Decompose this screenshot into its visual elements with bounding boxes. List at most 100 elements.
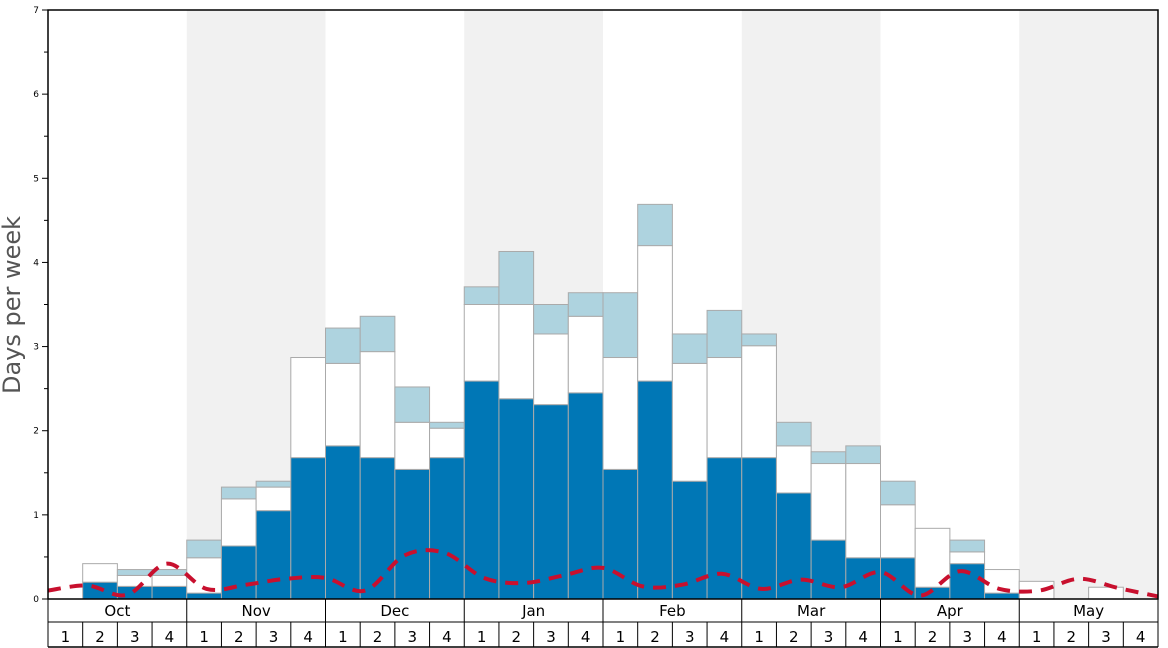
week-label: 4 — [581, 628, 591, 646]
bar-segment-middle — [602, 357, 639, 470]
y-tick-label: 6 — [33, 90, 39, 100]
bar-segment-middle — [255, 486, 292, 512]
stacked-bars — [82, 203, 1124, 600]
week-label: 4 — [442, 628, 452, 646]
week-label: 3 — [407, 628, 417, 646]
bar-segment-top — [775, 421, 812, 447]
week-label: 4 — [165, 628, 175, 646]
week-label: 4 — [858, 628, 868, 646]
bar-segment-top — [706, 309, 743, 359]
week-label: 1 — [616, 628, 626, 646]
bar-segment-middle — [1088, 586, 1124, 600]
bar-segment-middle — [429, 427, 465, 459]
week-label: 2 — [1067, 628, 1077, 646]
week-label: 3 — [824, 628, 834, 646]
y-tick-label: 1 — [33, 511, 39, 521]
x-axis: Oct Nov Dec Jan Feb Mar Apr May 1 2 3 4 1 2 3 4 1 2 3 4 1 2 3 4… — [47, 599, 1159, 648]
bar-segment-middle — [116, 574, 153, 587]
bar-segment-top — [116, 569, 153, 576]
bar-segment-bottom — [533, 404, 569, 600]
bar-segment-middle — [290, 357, 326, 459]
week-label: 2 — [512, 628, 522, 646]
week-label: 4 — [720, 628, 730, 646]
bar-segment-top — [567, 292, 604, 317]
bar-segment-middle — [533, 333, 569, 406]
bar-segment-top — [325, 327, 361, 364]
y-axis-label: Days per week — [0, 216, 26, 394]
week-label: 1 — [61, 628, 71, 646]
bar-segment-top — [880, 480, 916, 506]
dashed-series — [47, 548, 1159, 599]
week-label: 3 — [546, 628, 556, 646]
bar-segment-bottom — [151, 585, 188, 600]
bar-segment-middle — [914, 527, 951, 588]
bar-segment-top — [394, 386, 431, 423]
bar-segment-bottom — [498, 398, 535, 600]
month-label-apr: Apr — [937, 602, 964, 620]
bar-segment-middle — [706, 357, 743, 459]
bar-segment-top — [255, 480, 292, 488]
bar-segment-top — [602, 292, 639, 359]
week-label: 2 — [373, 628, 383, 646]
month-label-feb: Feb — [659, 602, 686, 620]
bar-segment-middle — [151, 574, 188, 587]
week-label: 3 — [685, 628, 695, 646]
bar-segment-middle — [186, 557, 222, 594]
week-label: 1 — [754, 628, 764, 646]
dashed-line-series — [47, 548, 1159, 599]
week-label: 4 — [997, 628, 1007, 646]
bar-segment-top — [671, 333, 708, 364]
week-label: 1 — [893, 628, 903, 646]
bar-segment-middle — [463, 304, 500, 382]
bar-segment-middle — [637, 245, 673, 382]
week-label: 2 — [95, 628, 105, 646]
bar-segment-middle — [880, 504, 916, 559]
bar-segment-top — [463, 286, 500, 305]
week-label: 3 — [269, 628, 279, 646]
bar-segment-top — [429, 421, 465, 429]
bar-segment-top — [637, 203, 673, 247]
bar-segment-bottom — [741, 457, 777, 600]
y-tick-label: 0 — [33, 595, 39, 605]
y-tick-label: 2 — [33, 427, 39, 437]
bar-segment-middle — [567, 315, 604, 394]
bar-segment-top — [949, 539, 986, 553]
bar-segment-top — [810, 451, 847, 465]
bar-segment-bottom — [845, 557, 881, 600]
bar-segment-bottom — [186, 592, 222, 600]
bar-segment-middle — [741, 345, 777, 459]
week-label: 1 — [477, 628, 487, 646]
bar-segment-bottom — [359, 457, 396, 600]
week-label: 3 — [1101, 628, 1111, 646]
month-label-oct: Oct — [104, 602, 130, 620]
week-label: 1 — [1032, 628, 1042, 646]
bar-segment-bottom — [706, 457, 743, 600]
bar-segment-middle — [810, 463, 847, 541]
week-label: 4 — [1136, 628, 1146, 646]
week-label: 1 — [338, 628, 348, 646]
week-label: 2 — [789, 628, 799, 646]
y-tick-label: 3 — [33, 343, 39, 353]
week-label: 1 — [199, 628, 209, 646]
bar-segment-top — [186, 539, 222, 559]
bar-segment-top — [845, 445, 881, 465]
bar-segment-bottom — [463, 380, 500, 600]
bar-segment-middle — [359, 351, 396, 459]
bar-segment-middle — [498, 304, 535, 400]
bar-segment-bottom — [914, 586, 951, 600]
week-label: 4 — [303, 628, 313, 646]
bar-segment-top — [498, 250, 535, 306]
bar-segment-middle — [949, 551, 986, 565]
plot-frame — [47, 9, 1159, 600]
bar-segment-bottom — [810, 539, 847, 600]
bar-segment-bottom — [394, 468, 431, 600]
month-label-nov: Nov — [241, 602, 270, 620]
week-label: 2 — [928, 628, 938, 646]
y-tick-label: 4 — [33, 258, 39, 268]
bar-segment-bottom — [671, 480, 708, 600]
week-label: 2 — [650, 628, 660, 646]
month-label-may: May — [1073, 602, 1104, 620]
bar-segment-bottom — [949, 563, 986, 600]
bar-segment-bottom — [220, 545, 257, 600]
